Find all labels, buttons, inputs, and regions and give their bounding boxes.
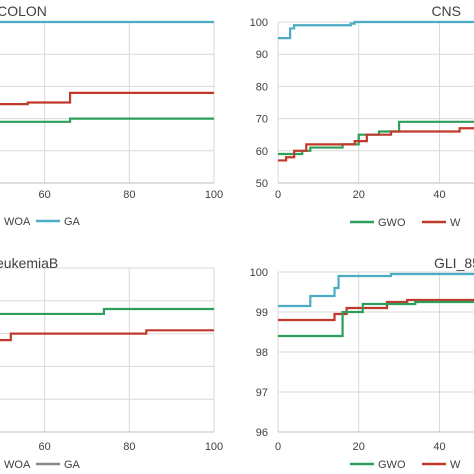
y-tick-label: 60 <box>256 146 268 158</box>
x-tick-label: 60 <box>39 189 51 201</box>
legend-label-w: W <box>450 459 461 471</box>
y-tick-label: 100 <box>250 17 268 29</box>
y-tick-label: 80 <box>256 81 268 93</box>
x-tick-label: 40 <box>433 189 445 201</box>
y-tick-label: 50 <box>256 178 268 190</box>
chart-title: CNS <box>431 3 461 19</box>
x-tick-label: 0 <box>275 441 281 453</box>
series-line-unnamed-1 <box>278 20 474 40</box>
y-tick-label: 100 <box>250 267 268 279</box>
y-tick-label: 98 <box>256 347 268 359</box>
x-tick-label: 20 <box>353 441 365 453</box>
chart-title: GLI_85 <box>434 255 474 271</box>
y-tick-label: 99 <box>256 307 268 319</box>
x-tick-label: 80 <box>123 441 135 453</box>
x-tick-label: 20 <box>353 189 365 201</box>
chart-panel-2: 0 20 40 50 60 70 80 90 100 CNS GWO W <box>250 3 474 229</box>
legend-label-w: W <box>450 217 461 229</box>
series-line-unnamed-1 <box>278 272 474 308</box>
y-tick-label: 70 <box>256 114 268 126</box>
legend-label-woa: WOA <box>4 459 31 471</box>
series-line-gwo <box>278 300 474 338</box>
chart-panel-4: 0 20 40 96 97 98 99 100 GLI_85 GWO W <box>250 255 474 471</box>
legend-label-ga: GA <box>64 459 81 471</box>
series-line-w <box>278 298 474 322</box>
chart-panel-3: 60 80 100 eukemiaB WOA GA <box>0 255 223 471</box>
series-line-w <box>278 127 474 162</box>
y-tick-label: 96 <box>256 427 268 439</box>
x-tick-label: 0 <box>275 189 281 201</box>
x-tick-label: 100 <box>205 189 223 201</box>
series-line-unnamed-1 <box>0 307 214 316</box>
x-tick-label: 60 <box>39 441 51 453</box>
series-line-unnamed-3 <box>0 117 214 123</box>
legend-label-ga: GA <box>64 216 81 228</box>
chart-panel-1: 60 80 100 COLON WOA GA <box>0 3 223 228</box>
chart-title: COLON <box>0 3 47 19</box>
series-line-gwo <box>278 120 474 156</box>
series-line-woa <box>0 329 214 342</box>
y-tick-label: 97 <box>256 387 268 399</box>
x-tick-label: 40 <box>433 441 445 453</box>
y-tick-label: 90 <box>256 49 268 61</box>
legend-label-gwo: GWO <box>378 459 406 471</box>
chart-title: eukemiaB <box>0 255 58 271</box>
x-tick-label: 80 <box>123 189 135 201</box>
x-tick-label: 100 <box>205 441 223 453</box>
legend-label-woa: WOA <box>4 216 31 228</box>
legend-label-gwo: GWO <box>378 217 406 229</box>
series-line-woa <box>0 91 214 106</box>
